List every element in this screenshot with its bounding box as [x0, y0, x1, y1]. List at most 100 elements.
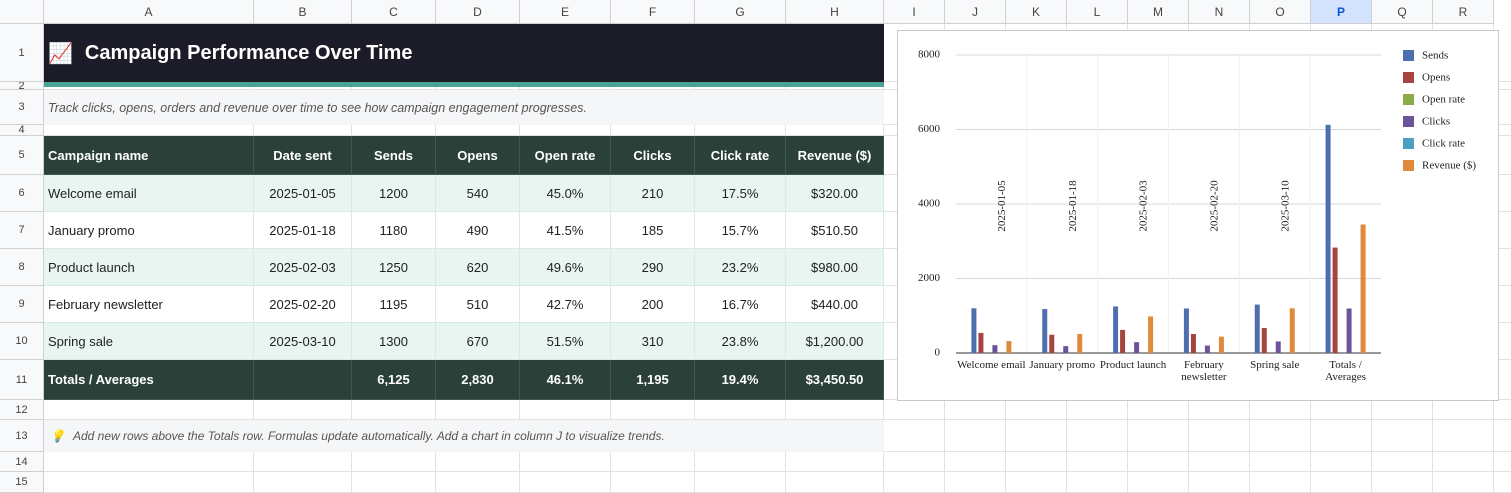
legend-swatch	[1403, 116, 1414, 127]
column-header: N	[1189, 0, 1250, 24]
row-header: 5	[0, 136, 44, 175]
column-header: K	[1006, 0, 1067, 24]
row-header: 10	[0, 323, 44, 360]
table-header: Clicks	[611, 136, 695, 175]
table-cell: $980.00	[786, 249, 884, 286]
table-cell: 2025-03-10	[254, 323, 352, 360]
table-cell: 540	[436, 175, 520, 212]
annotation: 2025-02-20	[1208, 180, 1220, 232]
row-header: 8	[0, 249, 44, 286]
bar	[1275, 341, 1281, 353]
totals-label: Totals / Averages	[44, 360, 254, 400]
column-header: F	[611, 0, 695, 24]
table-cell: 41.5%	[520, 212, 611, 249]
row-header: 11	[0, 360, 44, 400]
column-header: G	[695, 0, 786, 24]
column-header: D	[436, 0, 520, 24]
x-tick-label: January promo	[1029, 359, 1096, 371]
bar	[1063, 346, 1069, 353]
table-cell: 620	[436, 249, 520, 286]
column-header: M	[1128, 0, 1189, 24]
bar	[1190, 334, 1196, 353]
bar	[1113, 306, 1119, 353]
table-cell: 2025-02-20	[254, 286, 352, 323]
table-cell: 510	[436, 286, 520, 323]
annotation: 2025-02-03	[1138, 180, 1150, 232]
legend-label: Sends	[1422, 50, 1448, 62]
bar	[1120, 329, 1126, 353]
y-tick-label: 4000	[918, 198, 941, 210]
row-header: 9	[0, 286, 44, 323]
table-header: Sends	[352, 136, 436, 175]
legend-label: Opens	[1422, 72, 1450, 84]
bar	[1183, 308, 1189, 353]
y-tick-label: 2000	[918, 272, 941, 284]
note-text: Add new rows above the Totals row. Formu…	[72, 429, 665, 443]
totals-cell: 46.1%	[520, 360, 611, 400]
bar	[1218, 336, 1224, 353]
column-header: B	[254, 0, 352, 24]
column-header: A	[44, 0, 254, 24]
annotation: 2025-01-18	[1067, 180, 1079, 232]
table-cell: 2025-02-03	[254, 249, 352, 286]
table-cell: 490	[436, 212, 520, 249]
bar	[978, 332, 984, 353]
grid-line	[44, 135, 1511, 136]
totals-cell	[254, 360, 352, 400]
row-header: 3	[0, 90, 44, 125]
table-cell: $440.00	[786, 286, 884, 323]
chart[interactable]: 0 2000 4000 6000 8000 2025-01-05 2025-01-18 202…	[897, 30, 1499, 401]
table-cell: 15.7%	[695, 212, 786, 249]
totals-cell: $3,450.50	[786, 360, 884, 400]
note-icon: 💡	[50, 429, 65, 443]
table-cell: 2025-01-18	[254, 212, 352, 249]
table-header: Revenue ($)	[786, 136, 884, 175]
table-cell: 1195	[352, 286, 436, 323]
totals-cell: 19.4%	[695, 360, 786, 400]
legend-swatch	[1403, 160, 1414, 171]
table-cell: 1250	[352, 249, 436, 286]
table-header: Opens	[436, 136, 520, 175]
bar	[1134, 342, 1140, 353]
column-header: L	[1067, 0, 1128, 24]
table-cell: 310	[611, 323, 695, 360]
bar	[1254, 304, 1260, 353]
row-header: 12	[0, 400, 44, 420]
bar	[1360, 224, 1366, 353]
table-cell: 51.5%	[520, 323, 611, 360]
annotation: 2025-01-05	[996, 180, 1008, 232]
column-header: P	[1311, 0, 1372, 24]
y-tick-label: 6000	[918, 123, 941, 135]
row-header: 7	[0, 212, 44, 249]
row-header: 14	[0, 452, 44, 472]
legend-swatch	[1403, 138, 1414, 149]
bar	[1049, 334, 1055, 353]
bar	[1289, 308, 1295, 353]
column-header: I	[884, 0, 945, 24]
table-cell: 200	[611, 286, 695, 323]
table-cell: 185	[611, 212, 695, 249]
x-tick-label: Product launch	[1099, 359, 1167, 371]
bar	[1042, 309, 1048, 353]
grid-line	[44, 89, 1511, 90]
table-cell: Welcome email	[44, 175, 254, 212]
legend-swatch	[1403, 50, 1414, 61]
table-header: Click rate	[695, 136, 786, 175]
table-cell: 1200	[352, 175, 436, 212]
row-header: 15	[0, 472, 44, 493]
grid-line	[44, 471, 1511, 472]
table-cell: Spring sale	[44, 323, 254, 360]
table-cell: January promo	[44, 212, 254, 249]
table-cell: $510.50	[786, 212, 884, 249]
table-header: Date sent	[254, 136, 352, 175]
bar	[1148, 316, 1154, 353]
subtitle: Track clicks, opens, orders and revenue …	[44, 90, 884, 125]
legend-swatch	[1403, 72, 1414, 83]
title-stripe	[44, 82, 884, 87]
table-cell: 23.8%	[695, 323, 786, 360]
bar	[1346, 308, 1352, 353]
x-tick-label: Totals / Averages	[1325, 359, 1366, 383]
table-cell: Product launch	[44, 249, 254, 286]
corner	[0, 0, 44, 24]
table-cell: 16.7%	[695, 286, 786, 323]
